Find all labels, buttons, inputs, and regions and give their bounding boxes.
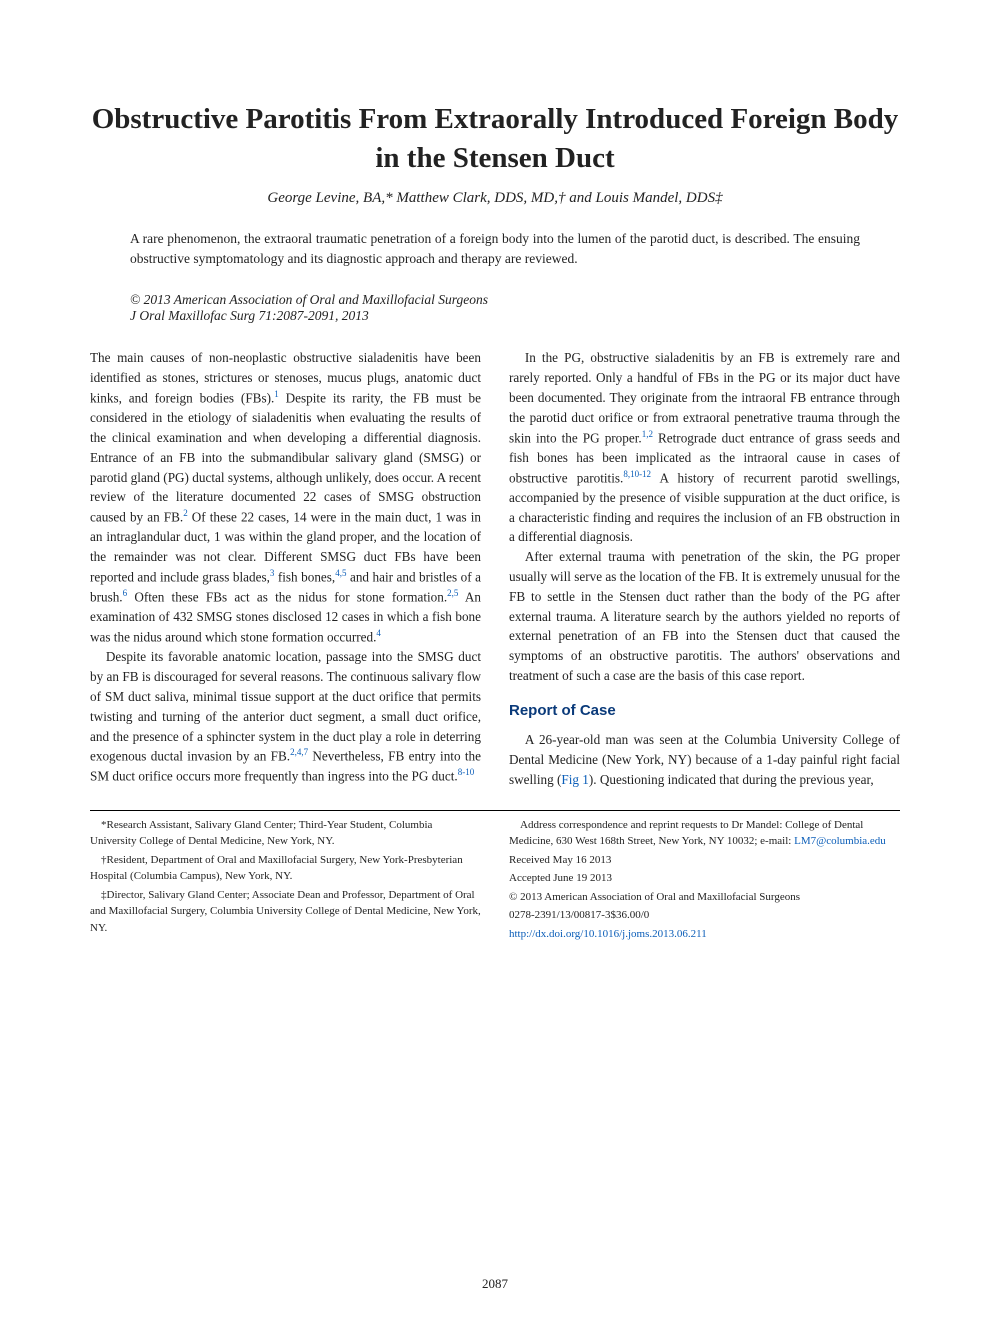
affiliation-1: *Research Assistant, Salivary Gland Cent… [90, 817, 481, 850]
text-span: fish bones, [274, 569, 335, 584]
copyright-line: © 2013 American Association of Oral and … [130, 292, 860, 308]
citation-sup[interactable]: 2,5 [447, 588, 458, 598]
right-para-2: After external trauma with penetration o… [509, 547, 900, 686]
text-span: Despite its favorable anatomic location,… [90, 649, 481, 763]
section-heading-report: Report of Case [509, 700, 900, 723]
text-span: Despite its rarity, the FB must be consi… [90, 390, 481, 524]
figure-reference-link[interactable]: Fig 1 [561, 772, 588, 787]
authors-line: George Levine, BA,* Matthew Clark, DDS, … [90, 190, 900, 207]
email-link[interactable]: LM7@columbia.edu [794, 835, 886, 847]
doi-link-text[interactable]: http://dx.doi.org/10.1016/j.joms.2013.06… [509, 928, 707, 940]
article-code: 0278-2391/13/00817-3$36.00/0 [509, 907, 900, 924]
footnotes-right: Address correspondence and reprint reque… [509, 817, 900, 945]
text-span: ). Questioning indicated that during the… [589, 772, 874, 787]
citation-sup[interactable]: 2,4,7 [290, 747, 308, 757]
received-date: Received May 16 2013 [509, 852, 900, 869]
body-columns: The main causes of non-neoplastic obstru… [90, 348, 900, 789]
affiliation-3: ‡Director, Salivary Gland Center; Associ… [90, 887, 481, 937]
footnotes-block: *Research Assistant, Salivary Gland Cent… [90, 810, 900, 945]
citation-sup[interactable]: 8-10 [458, 767, 475, 777]
citation-sup[interactable]: 4,5 [335, 568, 346, 578]
citation-sup[interactable]: 1,2 [642, 429, 653, 439]
footer-copyright: © 2013 American Association of Oral and … [509, 889, 900, 906]
citation-sup[interactable]: 8,10-12 [623, 469, 651, 479]
page-number: 2087 [482, 1276, 508, 1292]
case-para-1: A 26-year-old man was seen at the Columb… [509, 730, 900, 789]
abstract-text: A rare phenomenon, the extraoral traumat… [130, 229, 860, 268]
accepted-date: Accepted June 19 2013 [509, 870, 900, 887]
footnotes-left: *Research Assistant, Salivary Gland Cent… [90, 817, 481, 945]
left-column: The main causes of non-neoplastic obstru… [90, 348, 481, 789]
article-title: Obstructive Parotitis From Extraorally I… [90, 100, 900, 178]
doi-link[interactable]: http://dx.doi.org/10.1016/j.joms.2013.06… [509, 926, 900, 943]
right-column: In the PG, obstructive sialadenitis by a… [509, 348, 900, 789]
right-para-1: In the PG, obstructive sialadenitis by a… [509, 348, 900, 547]
left-para-2: Despite its favorable anatomic location,… [90, 647, 481, 786]
citation-sup[interactable]: 4 [376, 628, 381, 638]
affiliation-2: †Resident, Department of Oral and Maxill… [90, 852, 481, 885]
left-para-1: The main causes of non-neoplastic obstru… [90, 348, 481, 647]
correspondence-address: Address correspondence and reprint reque… [509, 817, 900, 850]
text-span: Often these FBs act as the nidus for sto… [127, 590, 447, 605]
journal-citation: J Oral Maxillofac Surg 71:2087-2091, 201… [130, 308, 860, 324]
